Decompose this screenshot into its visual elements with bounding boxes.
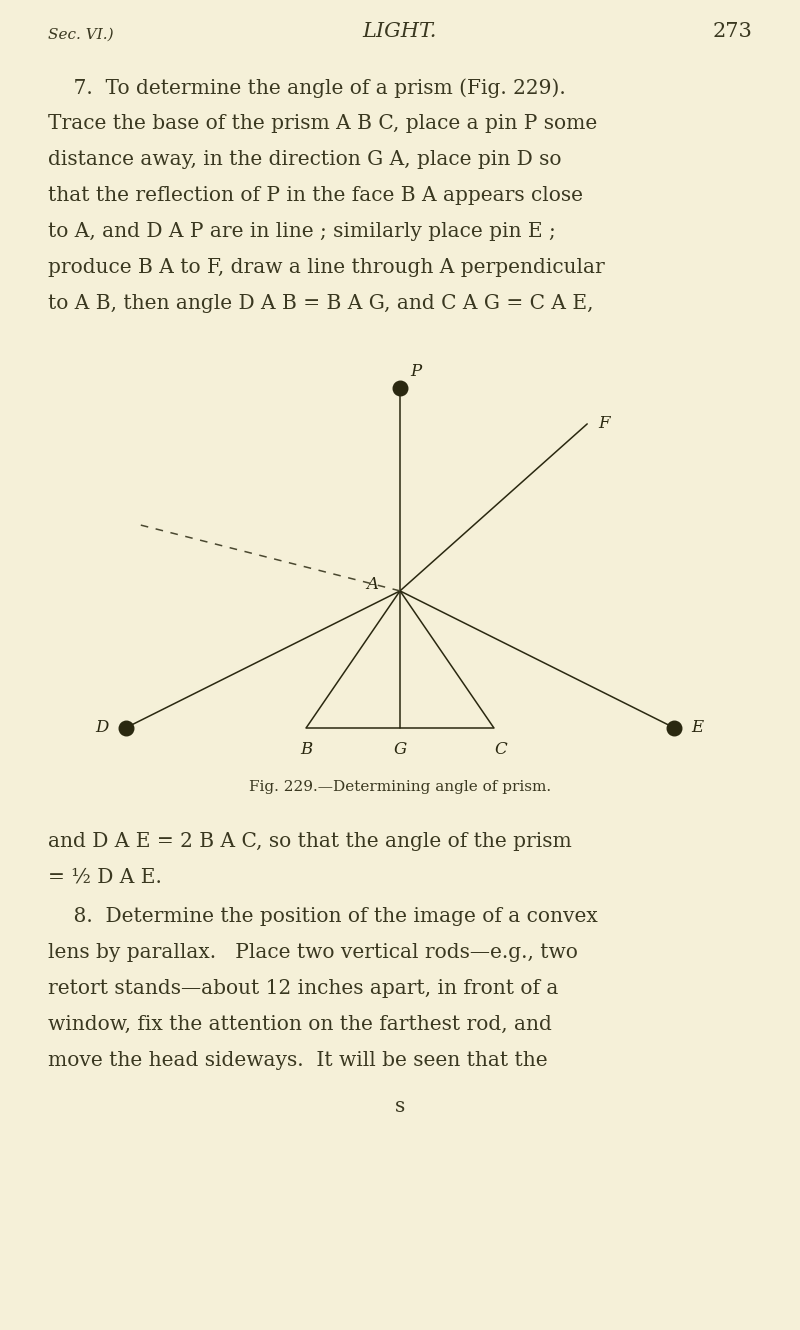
- Text: 8.  Determine the position of the image of a convex: 8. Determine the position of the image o…: [48, 907, 598, 926]
- Text: retort stands—about 12 inches apart, in front of a: retort stands—about 12 inches apart, in …: [48, 979, 558, 998]
- Text: D: D: [96, 720, 109, 735]
- Text: A: A: [366, 576, 378, 593]
- Text: C: C: [494, 741, 507, 758]
- Text: distance away, in the direction G A, place pin D so: distance away, in the direction G A, pla…: [48, 150, 562, 169]
- Text: and D A E = 2 B A C, so that the angle of the prism: and D A E = 2 B A C, so that the angle o…: [48, 833, 572, 851]
- Text: to A B, then angle D A B = B A G, and C A G = C A E,: to A B, then angle D A B = B A G, and C …: [48, 294, 594, 313]
- Text: 273: 273: [712, 23, 752, 41]
- Text: lens by parallax.   Place two vertical rods—e.g., two: lens by parallax. Place two vertical rod…: [48, 943, 578, 962]
- Point: [394, 378, 406, 399]
- Text: window, fix the attention on the farthest rod, and: window, fix the attention on the farthes…: [48, 1015, 552, 1033]
- Text: = ½ D A E.: = ½ D A E.: [48, 868, 162, 887]
- Text: Fig. 229.—Determining angle of prism.: Fig. 229.—Determining angle of prism.: [249, 779, 551, 794]
- Point: [120, 717, 133, 738]
- Text: P: P: [410, 363, 422, 380]
- Text: Trace the base of the prism A B C, place a pin P some: Trace the base of the prism A B C, place…: [48, 114, 598, 133]
- Text: s: s: [395, 1097, 405, 1116]
- Text: Sec. VI.): Sec. VI.): [48, 28, 114, 43]
- Text: move the head sideways.  It will be seen that the: move the head sideways. It will be seen …: [48, 1051, 548, 1071]
- Text: B: B: [300, 741, 313, 758]
- Text: to A, and D A P are in line ; similarly place pin E ;: to A, and D A P are in line ; similarly …: [48, 222, 556, 241]
- Text: LIGHT.: LIGHT.: [363, 23, 437, 41]
- Text: produce B A to F, draw a line through A perpendicular: produce B A to F, draw a line through A …: [48, 258, 605, 277]
- Text: E: E: [691, 720, 703, 735]
- Text: F: F: [598, 415, 610, 432]
- Point: [667, 717, 680, 738]
- Text: G: G: [394, 741, 406, 758]
- Text: 7.  To determine the angle of a prism (Fig. 229).: 7. To determine the angle of a prism (Fi…: [48, 78, 566, 97]
- Text: that the reflection of P in the face B A appears close: that the reflection of P in the face B A…: [48, 186, 583, 205]
